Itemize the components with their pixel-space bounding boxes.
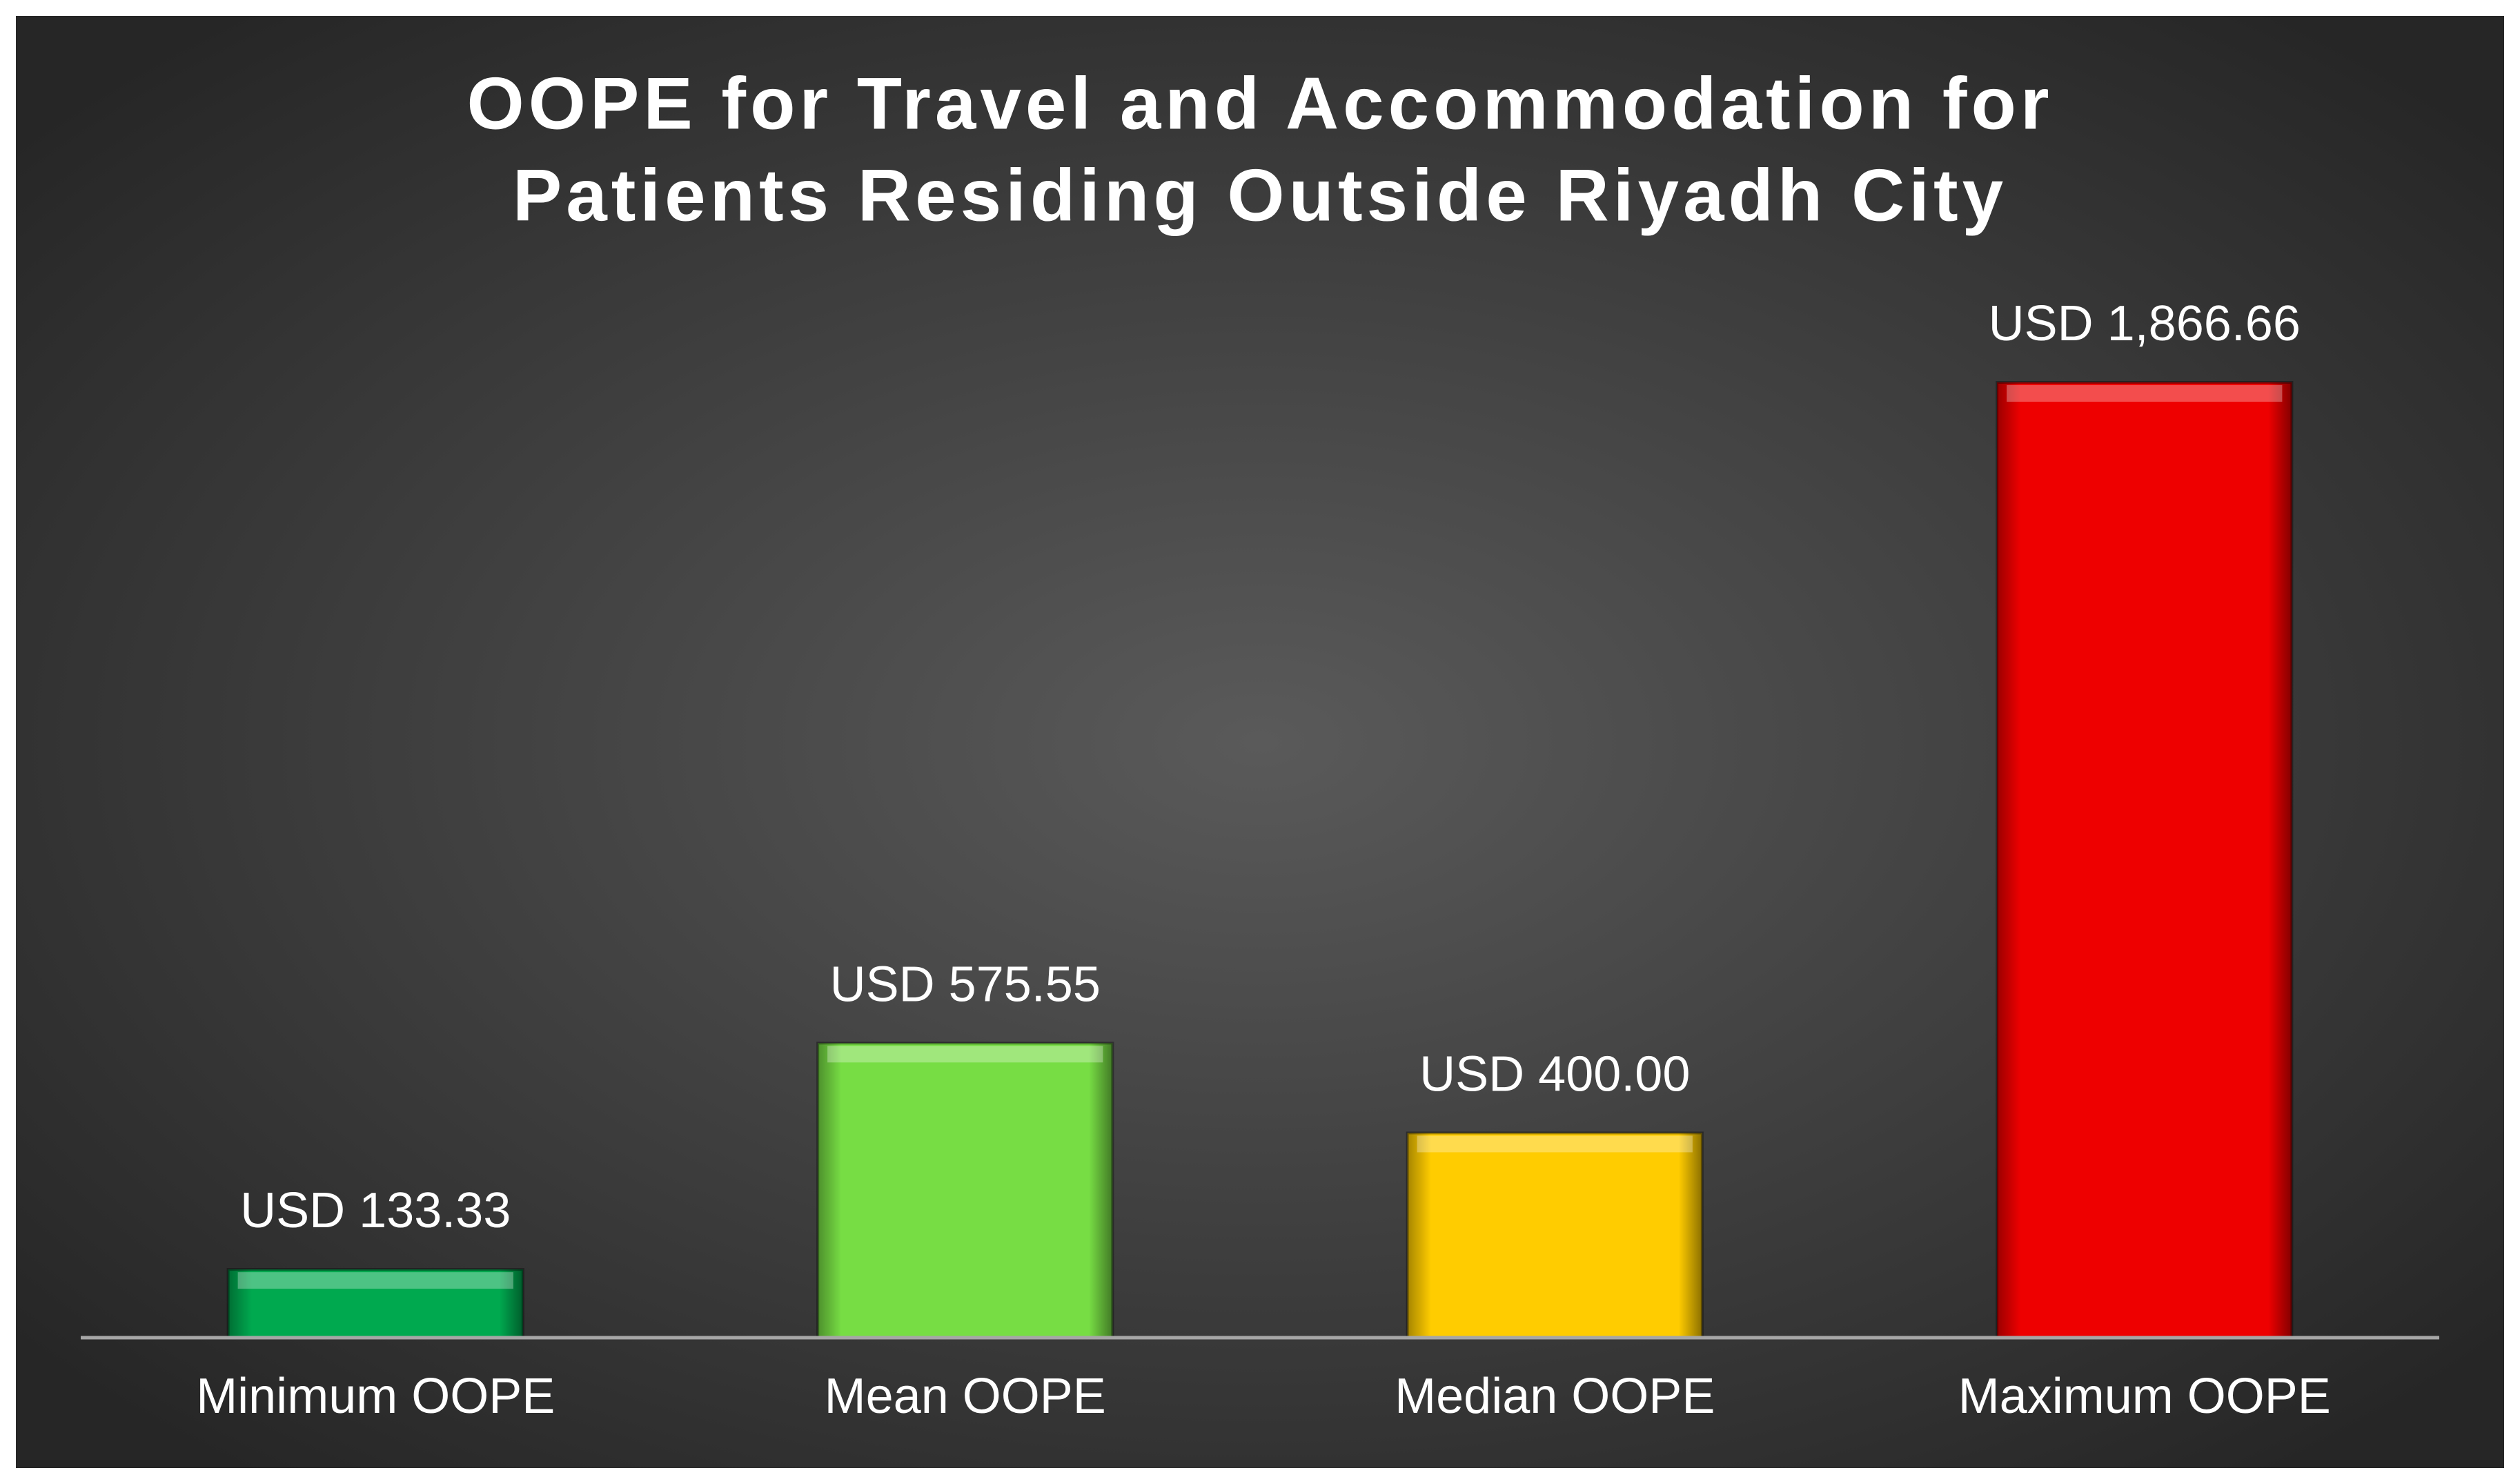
value-label: USD 133.33 bbox=[240, 1183, 511, 1238]
bar-bevel bbox=[1407, 1133, 1702, 1338]
bar-bevel bbox=[228, 1269, 523, 1338]
value-label: USD 575.55 bbox=[830, 957, 1101, 1012]
chart-title: Patients Residing Outside Riyadh City bbox=[513, 153, 2007, 236]
bar-highlight bbox=[1417, 1135, 1693, 1153]
bar-highlight bbox=[2007, 385, 2283, 402]
bar-highlight bbox=[237, 1272, 513, 1289]
bar-highlight bbox=[827, 1046, 1103, 1063]
chart-title: OOPE for Travel and Accommodation for bbox=[467, 61, 2054, 144]
bar-bevel bbox=[1997, 382, 2292, 1338]
value-label: USD 1,866.66 bbox=[1989, 296, 2301, 351]
value-label: USD 400.00 bbox=[1419, 1046, 1690, 1102]
x-tick-label: Mean OOPE bbox=[825, 1369, 1106, 1424]
x-tick-label: Median OOPE bbox=[1395, 1369, 1715, 1424]
x-tick-label: Maximum OOPE bbox=[1958, 1369, 2331, 1424]
bar-bevel bbox=[818, 1043, 1113, 1338]
x-tick-label: Minimum OOPE bbox=[196, 1369, 555, 1424]
